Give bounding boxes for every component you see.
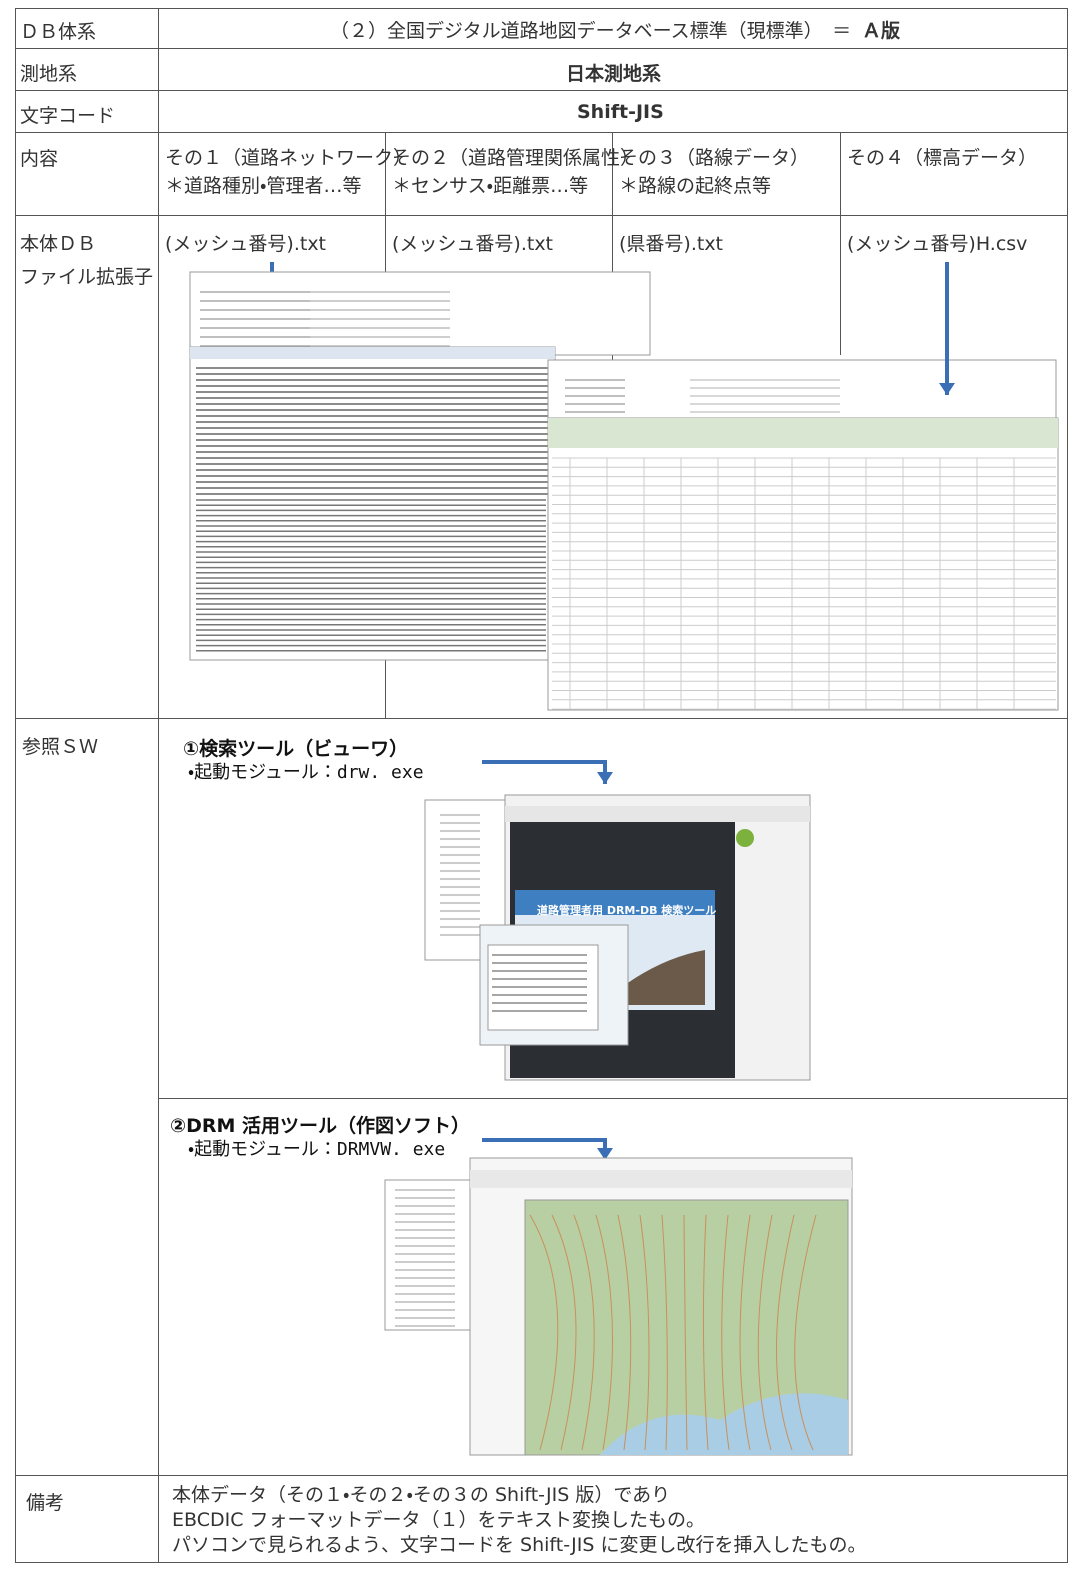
- divider: [840, 215, 841, 355]
- road-line: [617, 1214, 632, 1451]
- titlebar: [190, 347, 555, 359]
- label: ファイル拡張子: [20, 266, 154, 288]
- window: [189, 271, 651, 356]
- window: [547, 359, 1057, 419]
- arrow: [482, 1138, 607, 1160]
- label: 測地系: [20, 63, 78, 85]
- content: その２（道路管理関係属性）: [392, 147, 640, 169]
- tool-title: ②DRM 活用ツール（作図ソフト）: [170, 1115, 471, 1137]
- label: 本体ＤＢ: [20, 233, 97, 255]
- ribbon: [548, 418, 1058, 448]
- window: [189, 346, 556, 661]
- content: その４（標高データ）: [847, 147, 1038, 169]
- road-line: [702, 1214, 709, 1451]
- label: 文字コード: [20, 105, 116, 127]
- value: Shift-JIS: [577, 101, 664, 123]
- road-line: [573, 1214, 595, 1451]
- label: ＤＢ体系: [20, 21, 97, 43]
- road-line: [551, 1214, 577, 1451]
- road-line: [595, 1214, 613, 1451]
- road-line: [739, 1214, 751, 1451]
- note: EBCDIC フォーマットデータ（１）をテキスト変換したもの。: [172, 1509, 705, 1531]
- road-line: [794, 1214, 817, 1451]
- screen-title: 道路管理者用 DRM-DB 検索ツール: [537, 904, 717, 917]
- content: ＊センサス・距離票…等: [392, 175, 589, 197]
- arrow-head: [597, 772, 613, 784]
- cell: [158, 1475, 1068, 1563]
- road-line: [661, 1214, 668, 1451]
- arrow-head: [597, 1148, 613, 1160]
- road-line: [639, 1214, 650, 1451]
- window: [547, 417, 1059, 711]
- value: （２）全国デジタル道路地図データベース標準（現標準） ＝: [330, 20, 852, 42]
- window: [384, 1179, 471, 1331]
- file-ext: (メッシュ番号)H.csv: [847, 233, 1028, 255]
- logo: [736, 829, 754, 847]
- road-line: [757, 1214, 773, 1451]
- value-emphasis: Ａ版: [862, 20, 901, 42]
- label: 参照ＳＷ: [22, 736, 99, 758]
- sea: [600, 1393, 848, 1455]
- note: 本体データ（その１・その２・その３の Shift-JIS 版）であり: [172, 1484, 671, 1506]
- road-line: [776, 1214, 795, 1451]
- arrow: [482, 760, 607, 784]
- road-line: [721, 1214, 730, 1451]
- road-line: [683, 1214, 688, 1451]
- file-ext: (県番号).txt: [619, 233, 724, 255]
- label: 内容: [20, 148, 59, 170]
- content: その１（道路ネットワーク）: [165, 147, 413, 169]
- tool-title: ①検索ツール（ビューワ）: [183, 738, 409, 760]
- file-ext: (メッシュ番号).txt: [165, 233, 327, 255]
- tool-module: ・起動モジュール：DRMVW. exe: [188, 1139, 446, 1160]
- road-line: [529, 1214, 559, 1451]
- content: ＊道路種別・管理者…等: [165, 175, 362, 197]
- value: 日本測地系: [566, 63, 662, 85]
- label: 備考: [26, 1492, 65, 1514]
- note: パソコンで見られるよう、文字コードを Shift-JIS に変更し改行を挿入した…: [172, 1534, 867, 1556]
- arrow-head: [939, 383, 955, 395]
- toolbar: [470, 1170, 852, 1188]
- content: その３（路線データ）: [619, 147, 810, 169]
- tool-module: ・起動モジュール：drw. exe: [188, 762, 424, 783]
- content: ＊路線の起終点等: [619, 175, 772, 197]
- file-ext: (メッシュ番号).txt: [392, 233, 554, 255]
- toolbar: [505, 806, 810, 822]
